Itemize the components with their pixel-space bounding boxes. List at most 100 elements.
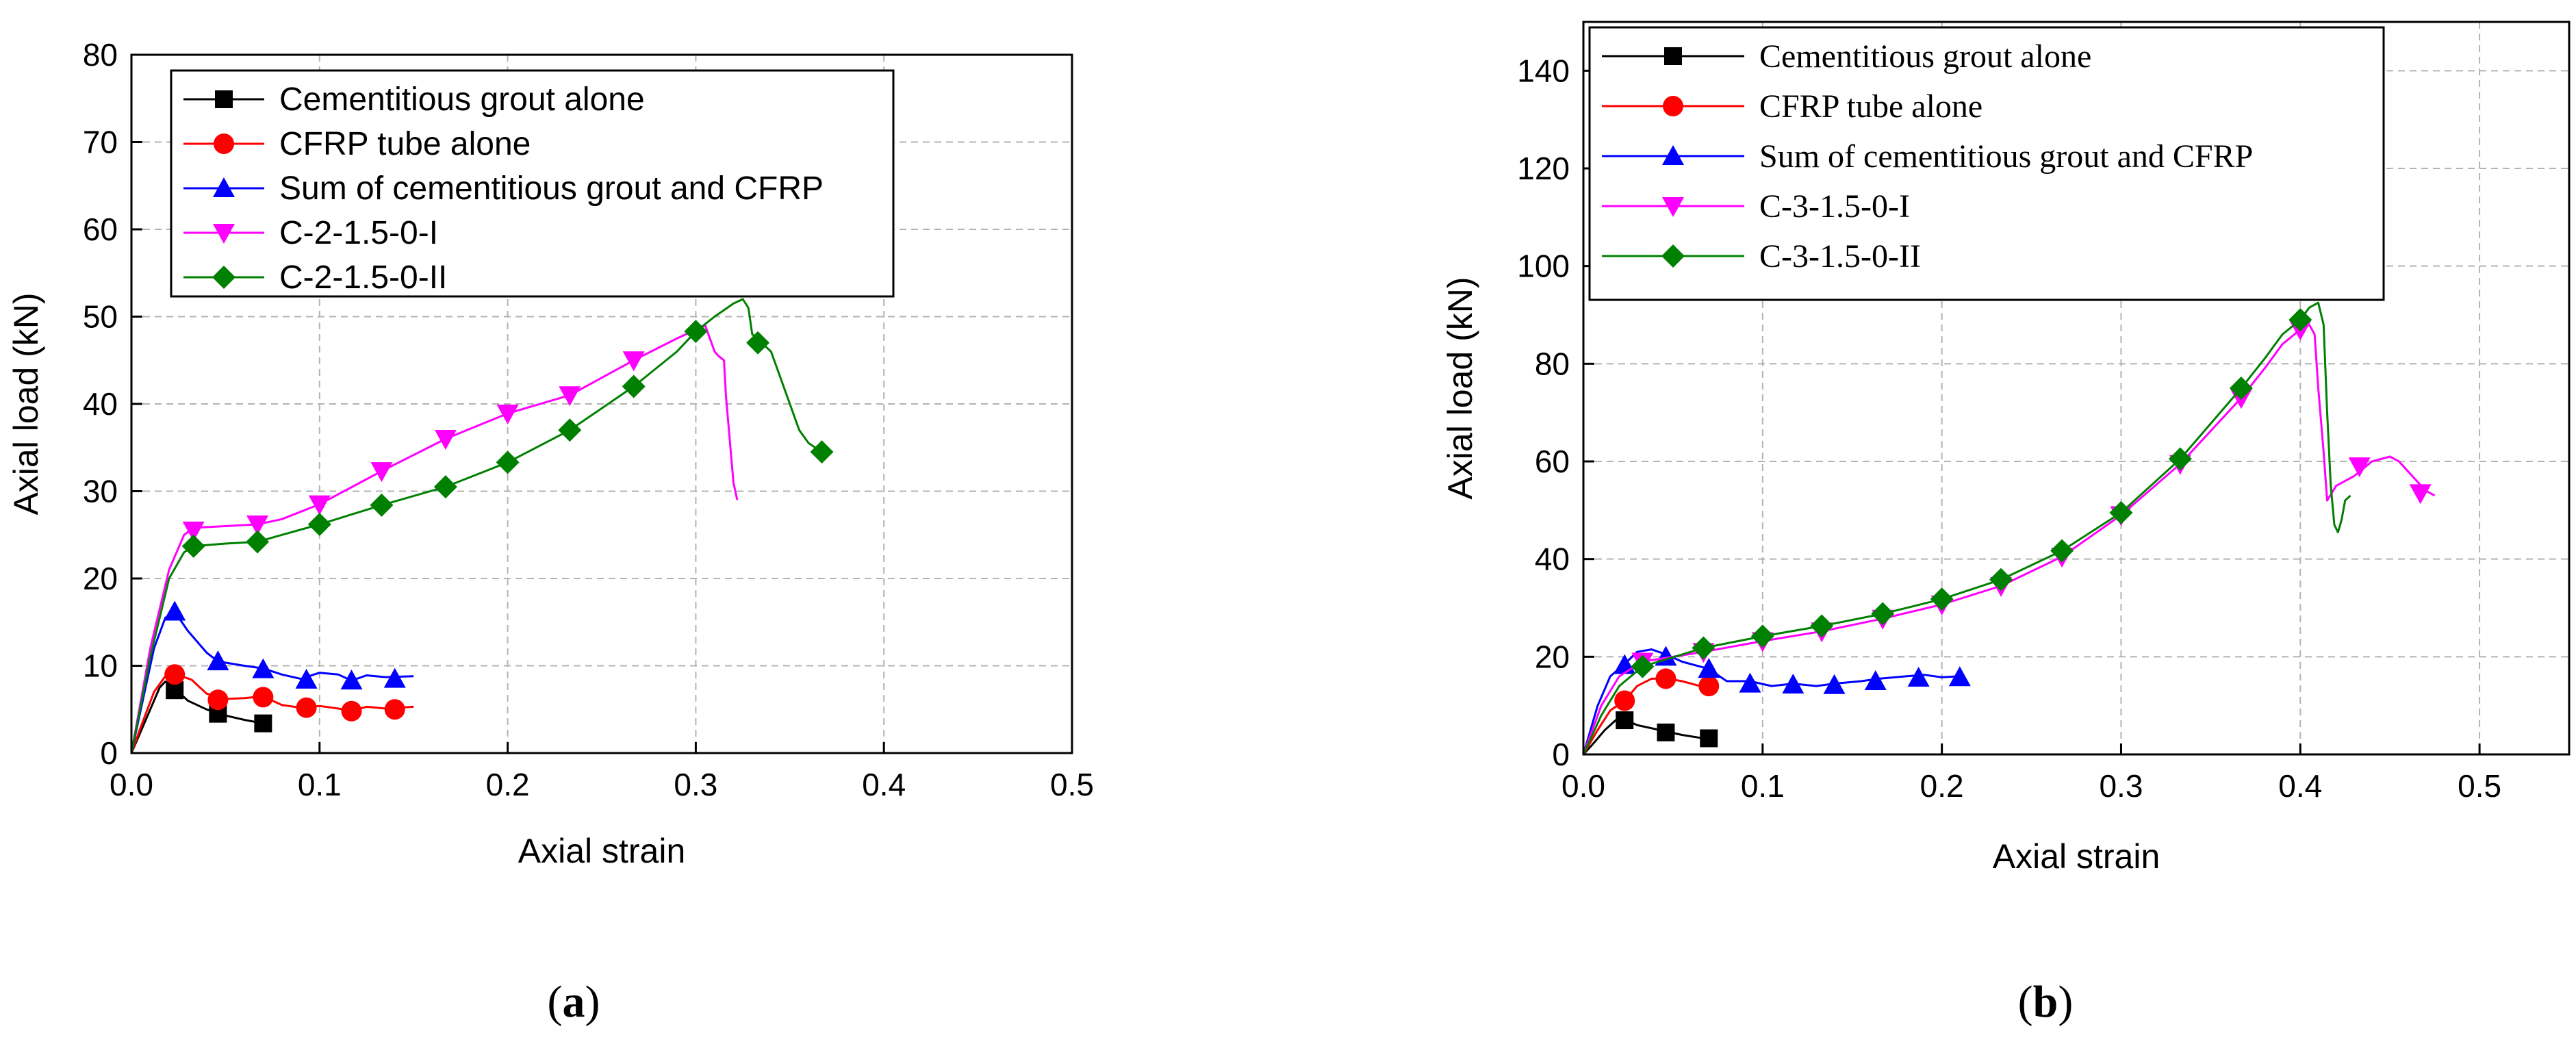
- data-point-series-5: [2288, 308, 2312, 332]
- y-tick-label: 20: [1535, 639, 1570, 674]
- legend-label: Sum of cementitious grout and CFRP: [1759, 138, 2253, 175]
- legend-box: [1588, 26, 2385, 301]
- data-point-series-5: [746, 331, 770, 355]
- data-point-series-3: [1907, 667, 1930, 687]
- legend-label: Cementitious grout alone: [279, 81, 645, 118]
- x-axis-label: Axial strain: [518, 832, 686, 870]
- data-point-series-4: [496, 405, 519, 425]
- data-point-series-1: [254, 714, 272, 733]
- x-tick-label: 0.3: [2099, 768, 2143, 804]
- series-line-1: [130, 680, 264, 754]
- data-point-series-4: [182, 521, 205, 542]
- data-point-series-3: [1782, 673, 1805, 693]
- caption-open-paren: (: [548, 977, 563, 1027]
- y-tick-label: 0: [100, 735, 118, 771]
- x-tick-label: 0.2: [1920, 768, 1964, 804]
- y-tick-label: 140: [1517, 53, 1570, 88]
- series-line-2: [1582, 677, 1709, 755]
- x-tick-label: 0.2: [486, 767, 530, 802]
- y-tick-label: 30: [83, 474, 118, 509]
- plot-frame: [1582, 21, 2571, 756]
- series-line-4: [1582, 323, 2436, 755]
- y-tick-label: 20: [83, 561, 118, 596]
- legend-marker: [1664, 47, 1682, 65]
- chart-b: 0.0 0.1 0.2 0.3 0.4 0.5 0 20 40 60 80 100 120 140 Ceme…: [1441, 21, 2571, 1027]
- caption-close-paren: ): [585, 977, 600, 1027]
- data-point-series-3: [252, 658, 275, 678]
- data-point-series-2: [296, 697, 317, 718]
- legend: Cementitious grout alone CFRP tube alone…: [1588, 26, 2385, 301]
- data-point-series-5: [370, 493, 394, 517]
- y-tick-label: 120: [1517, 151, 1570, 186]
- x-tick-label: 0.1: [298, 767, 342, 802]
- data-point-series-2: [164, 664, 186, 685]
- data-point-series-5: [181, 534, 205, 558]
- y-tick-label: 40: [83, 386, 118, 422]
- data-point-series-3: [383, 667, 406, 688]
- chart-caption: (b): [2018, 977, 2074, 1027]
- legend-label: C-3-1.5-0-II: [1759, 238, 1921, 275]
- y-tick-label: 80: [83, 37, 118, 73]
- data-point-series-3: [1698, 658, 1720, 678]
- legend-marker: [213, 177, 235, 197]
- data-point-series-3: [1823, 674, 1846, 694]
- data-point-series-2: [1655, 668, 1676, 689]
- caption-open-paren: (: [2018, 977, 2033, 1027]
- data-point-series-4: [559, 386, 581, 407]
- legend-marker: [1662, 197, 1684, 217]
- data-point-series-2: [384, 699, 405, 720]
- y-tick-label: 0: [1552, 737, 1570, 772]
- series-line-4: [130, 324, 739, 754]
- legend-label: Sum of cementitious grout and CFRP: [279, 170, 824, 207]
- data-point-series-2: [253, 687, 274, 708]
- y-tick-label: 40: [1535, 542, 1570, 577]
- series-line-3: [1582, 648, 1960, 755]
- data-point-series-5: [622, 374, 646, 398]
- y-tick-label: 80: [1535, 346, 1570, 381]
- x-tick-label: 0.3: [674, 767, 717, 802]
- data-point-series-3: [1948, 666, 1971, 687]
- data-point-series-4: [370, 462, 393, 483]
- y-tick-label: 60: [1535, 444, 1570, 479]
- data-point-series-4: [2348, 457, 2371, 478]
- x-tick-label: 0.4: [862, 767, 906, 802]
- chart-a: 0.0 0.1 0.2 0.3 0.4 0.5 0 10 20 30 40 50 60 70 80 Cemen…: [7, 37, 1094, 1027]
- data-point-series-5: [1692, 636, 1716, 660]
- data-point-series-4: [622, 351, 645, 372]
- data-point-series-5: [307, 512, 331, 536]
- data-point-series-5: [1810, 614, 1834, 638]
- x-tick-label: 0.0: [110, 767, 153, 802]
- data-point-series-5: [1631, 654, 1655, 678]
- data-point-series-5: [2050, 539, 2074, 563]
- x-tick-label: 0.5: [2458, 768, 2501, 804]
- data-point-series-5: [433, 475, 457, 499]
- data-point-series-5: [496, 450, 520, 474]
- x-tick-label: 0.4: [2278, 768, 2322, 804]
- legend-label: Cementitious grout alone: [1759, 38, 2091, 75]
- y-tick-label: 50: [83, 299, 118, 335]
- data-point-series-3: [164, 600, 186, 621]
- legend-marker: [214, 133, 234, 154]
- data-point-series-5: [558, 418, 582, 442]
- data-point-series-5: [2168, 447, 2192, 471]
- y-tick-label: 100: [1517, 249, 1570, 284]
- data-point-series-3: [295, 668, 318, 689]
- y-tick-label: 10: [83, 648, 118, 684]
- data-point-series-2: [1698, 676, 1720, 697]
- legend-label: CFRP tube alone: [1759, 88, 1982, 125]
- data-point-series-3: [207, 650, 229, 671]
- plot-area: [130, 298, 834, 754]
- axis-ticks: 0.0 0.1 0.2 0.3 0.4 0.5 0 10 20 30 40 50 60 70 80: [83, 37, 1094, 802]
- data-point-series-3: [1864, 670, 1887, 690]
- data-point-series-1: [1657, 723, 1675, 741]
- caption-close-paren: ): [2058, 977, 2073, 1027]
- data-point-series-4: [434, 430, 457, 450]
- data-point-series-2: [207, 689, 229, 711]
- data-point-series-3: [340, 670, 363, 690]
- data-point-series-1: [1616, 711, 1634, 730]
- legend: Cementitious grout alone CFRP tube alone…: [170, 69, 895, 298]
- data-point-series-2: [341, 700, 362, 722]
- legend-marker: [1662, 145, 1684, 165]
- legend-label: C-2-1.5-0-II: [279, 259, 447, 296]
